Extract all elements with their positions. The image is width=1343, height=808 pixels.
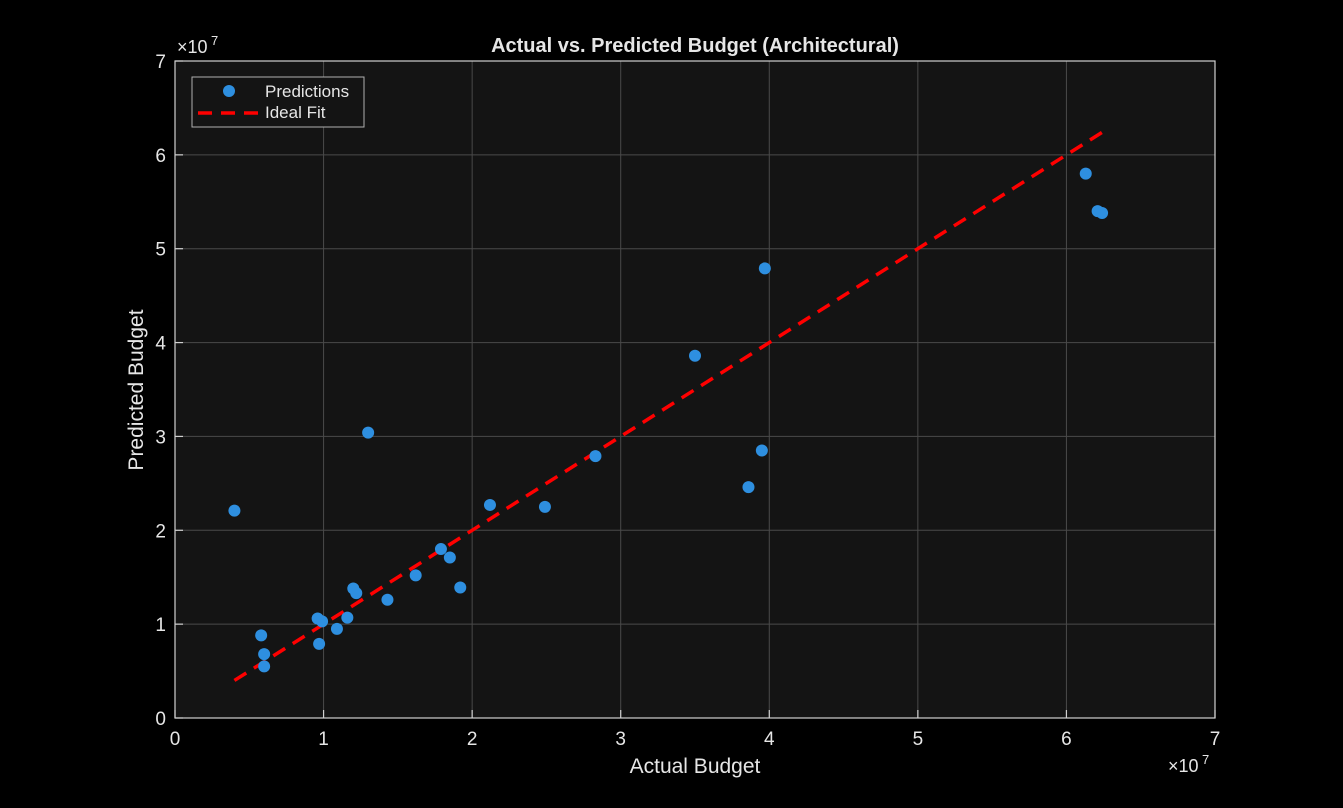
y-tick-label: 5	[155, 240, 166, 261]
prediction-point	[755, 444, 768, 457]
prediction-point	[589, 450, 602, 463]
prediction-point	[316, 615, 329, 628]
prediction-point	[255, 629, 268, 642]
legend: Predictions Ideal Fit	[191, 76, 365, 128]
y-tick-label: 0	[155, 709, 166, 730]
y-tick-label: 4	[155, 334, 166, 355]
prediction-point	[434, 543, 447, 556]
x-axis-label: Actual Budget	[630, 755, 761, 778]
legend-label-predictions: Predictions	[265, 82, 349, 101]
y-tick-label: 1	[155, 615, 166, 636]
legend-marker-predictions	[223, 85, 235, 97]
prediction-point	[362, 426, 375, 439]
prediction-point	[538, 500, 551, 513]
y-tick-label: 7	[155, 52, 166, 73]
y-exponent-base: ×10	[177, 37, 208, 57]
x-tick-label: 0	[170, 729, 181, 750]
y-tick-label: 6	[155, 146, 166, 167]
ideal-fit-line	[233, 130, 1104, 682]
x-tick-label: 6	[1061, 729, 1072, 750]
y-tick-label: 2	[155, 521, 166, 542]
ideal-fit-layer	[233, 130, 1104, 682]
x-axis-exponent: ×10 7	[1168, 752, 1209, 776]
x-tick-label: 2	[467, 729, 478, 750]
x-tick-label: 7	[1210, 729, 1221, 750]
prediction-point	[381, 593, 394, 606]
prediction-point	[341, 611, 354, 624]
prediction-point	[454, 581, 467, 594]
prediction-point	[258, 648, 271, 661]
x-tick-label: 1	[318, 729, 329, 750]
prediction-point	[313, 637, 326, 650]
x-tick-label: 3	[615, 729, 626, 750]
prediction-point	[1096, 207, 1109, 220]
prediction-point	[1079, 167, 1092, 180]
prediction-point	[409, 569, 422, 582]
x-axis-ticks: 0 1 2 3 4 5 6 7	[170, 710, 1221, 750]
x-tick-label: 4	[764, 729, 775, 750]
x-tick-label: 5	[913, 729, 924, 750]
chart-title: Actual vs. Predicted Budget (Architectur…	[491, 35, 899, 57]
prediction-point	[443, 551, 456, 564]
y-axis-ticks: 0 1 2 3 4 5 6 7	[155, 52, 183, 730]
prediction-point	[228, 504, 241, 517]
y-tick-label: 3	[155, 427, 166, 448]
prediction-point	[258, 660, 271, 673]
legend-box	[191, 76, 365, 128]
x-exponent-base: ×10	[1168, 756, 1199, 776]
predictions-points	[228, 167, 1109, 673]
prediction-point	[330, 622, 343, 635]
prediction-point	[689, 349, 701, 362]
x-exponent-power: 7	[1202, 752, 1209, 767]
y-axis-exponent: ×10 7	[177, 33, 218, 57]
prediction-point	[742, 481, 755, 494]
legend-label-ideal-fit: Ideal Fit	[265, 103, 326, 122]
plot-frame	[174, 60, 1216, 719]
y-axis-label: Predicted Budget	[125, 309, 148, 470]
prediction-point	[350, 587, 363, 600]
prediction-point	[483, 498, 496, 511]
y-exponent-power: 7	[211, 33, 218, 48]
prediction-point	[758, 262, 771, 275]
grid	[175, 61, 1215, 718]
